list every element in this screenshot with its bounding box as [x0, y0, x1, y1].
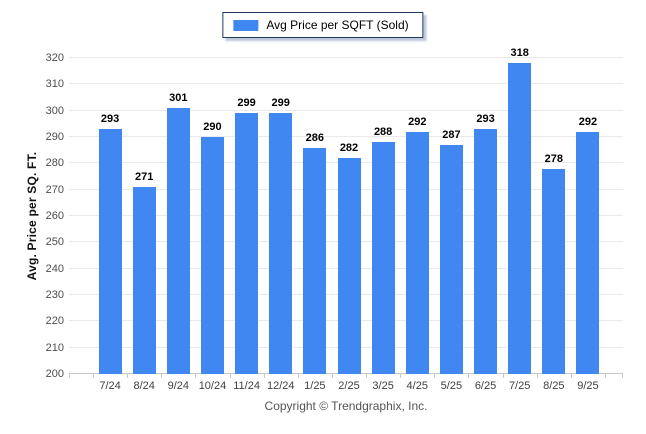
x-tick-label: 8/24	[133, 380, 155, 392]
plot-area: 293 271 301 290 299 299 286 282 288 292 287 293 318 2…	[69, 47, 623, 378]
bar-value-label: 293	[100, 113, 120, 126]
y-tick-label: 220	[45, 315, 64, 328]
legend-swatch	[233, 19, 259, 31]
x-tick-label: 7/24	[99, 380, 121, 392]
x-axis-tick	[297, 374, 299, 378]
bar-9/25[interactable]	[576, 131, 600, 374]
x-tick-label: 12/24	[266, 380, 295, 392]
x-tick-label: 11/24	[233, 380, 260, 392]
bar-9/24[interactable]	[166, 108, 190, 374]
x-tick-label: 1/25	[304, 380, 326, 392]
x-tick-label: 10/24	[198, 380, 227, 392]
x-axis-tick	[622, 374, 623, 378]
bar-11/24[interactable]	[235, 113, 259, 374]
gridline	[69, 57, 623, 58]
bar-8/24[interactable]	[132, 187, 156, 374]
x-axis-tick	[400, 374, 402, 378]
legend[interactable]: Avg Price per SQFT (Sold)	[222, 12, 424, 38]
bar-value-label: 299	[237, 97, 256, 110]
x-tick-label: 3/25	[372, 380, 394, 392]
bar-value-label: 292	[578, 115, 598, 128]
y-tick-label: 270	[45, 183, 64, 196]
x-tick-label: 2/25	[338, 380, 360, 392]
y-tick-label: 290	[45, 131, 64, 143]
gridline	[69, 83, 623, 84]
bar-value-label: 278	[544, 152, 563, 165]
bar-value-label: 292	[408, 115, 427, 128]
y-tick-label: 310	[45, 78, 64, 91]
bar-7/25[interactable]	[508, 63, 532, 374]
y-tick-label: 230	[45, 289, 64, 301]
x-axis-tick	[127, 374, 129, 378]
x-tick-label: 9/25	[577, 380, 599, 392]
y-tick-label: 320	[45, 52, 64, 64]
x-axis-tick	[161, 374, 163, 378]
y-tick-label: 200	[45, 368, 64, 380]
x-axis-tick	[263, 374, 265, 378]
x-axis-tick	[536, 374, 538, 378]
x-axis-tick	[434, 374, 436, 378]
x-axis-tick	[331, 374, 333, 378]
bar-4/25[interactable]	[405, 131, 429, 374]
x-tick-label: 4/25	[406, 380, 428, 392]
bar-3/25[interactable]	[371, 142, 395, 374]
y-tick-label: 260	[45, 210, 64, 222]
bar-value-label: 293	[476, 113, 495, 126]
bar-8/25[interactable]	[542, 168, 566, 374]
bar-value-label: 271	[135, 171, 154, 184]
bar-1/25[interactable]	[303, 147, 327, 374]
bar-value-label: 290	[203, 121, 222, 133]
x-axis-tick	[366, 374, 368, 378]
legend-label: Avg Price per SQFT (Sold)	[266, 18, 409, 32]
bar-7/24[interactable]	[98, 129, 122, 374]
y-tick-label: 210	[45, 341, 64, 354]
bar-2/25[interactable]	[337, 158, 361, 374]
bar-value-label: 286	[305, 131, 325, 144]
x-tick-label: 9/24	[167, 380, 190, 392]
bar-value-label: 299	[271, 97, 290, 110]
bar-value-label: 288	[373, 126, 393, 139]
bar-10/24[interactable]	[200, 137, 224, 374]
bar-5/25[interactable]	[439, 144, 463, 374]
gridline	[69, 110, 623, 111]
y-tick-label: 300	[45, 104, 64, 117]
x-tick-label: 6/25	[474, 380, 497, 392]
x-tick-label: 5/25	[440, 380, 463, 392]
x-tick-label: 7/25	[508, 380, 531, 392]
x-axis-tick	[468, 374, 470, 378]
bar-value-label: 282	[339, 142, 359, 155]
copyright-text: Copyright © Trendgraphix, Inc.	[264, 399, 428, 413]
bar-value-label: 318	[510, 47, 529, 60]
gridline	[69, 136, 623, 137]
bar-value-label: 287	[442, 128, 461, 141]
x-axis-tick	[229, 374, 231, 378]
x-axis-tick	[93, 374, 94, 378]
x-axis-tick	[605, 374, 606, 378]
bar-6/25[interactable]	[474, 129, 498, 374]
y-tick-label: 240	[45, 262, 64, 275]
x-axis-tick	[570, 374, 572, 378]
x-axis-tick	[502, 374, 504, 378]
y-tick-label: 250	[45, 236, 64, 249]
bar-12/24[interactable]	[269, 113, 293, 374]
x-tick-label: 8/25	[543, 380, 565, 392]
bar-value-label: 301	[169, 92, 188, 105]
x-axis-tick	[195, 374, 197, 378]
y-tick-label: 280	[45, 157, 64, 170]
x-axis-tick	[69, 374, 70, 378]
